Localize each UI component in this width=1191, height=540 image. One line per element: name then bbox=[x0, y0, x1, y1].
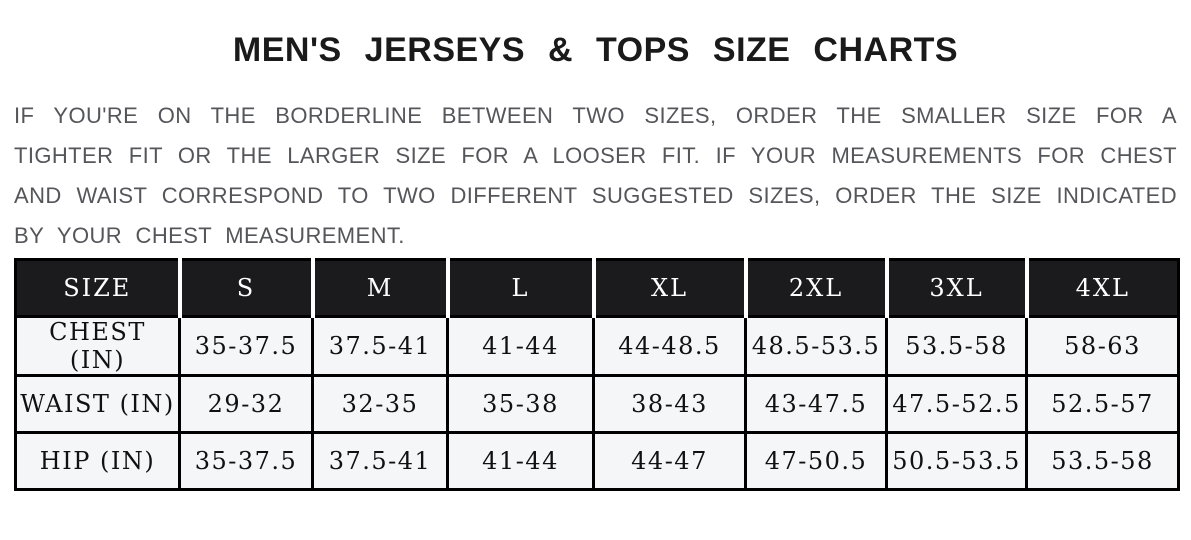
header-cell-4xl: 4XL bbox=[1024, 258, 1180, 318]
size-chart-page: MEN'S JERSEYS & TOPS SIZE CHARTS IF YOU'… bbox=[0, 30, 1191, 491]
table-cell: 35-37.5 bbox=[178, 431, 314, 491]
table-cell: 50.5-53.5 bbox=[885, 431, 1028, 491]
table-cell: 43-47.5 bbox=[744, 374, 888, 434]
intro-line: TIGHTER FIT OR THE LARGER SIZE FOR A LOO… bbox=[14, 143, 1177, 168]
header-cell-3xl: 3XL bbox=[884, 258, 1029, 318]
table-cell: 44-47 bbox=[592, 431, 747, 491]
page-title: MEN'S JERSEYS & TOPS SIZE CHARTS bbox=[232, 31, 959, 69]
size-chart-header-row: SIZE S M L XL 2XL 3XL 4XL bbox=[14, 258, 1180, 318]
intro-line: BY YOUR CHEST MEASUREMENT. bbox=[14, 223, 405, 248]
header-cell-xl: XL bbox=[591, 258, 748, 318]
table-cell: 47.5-52.5 bbox=[885, 374, 1028, 434]
table-cell: 53.5-58 bbox=[1025, 431, 1180, 491]
table-cell: 41-44 bbox=[446, 431, 595, 491]
header-cell-size: SIZE bbox=[14, 258, 182, 318]
header-cell-2xl: 2XL bbox=[743, 258, 889, 318]
table-cell: 48.5-53.5 bbox=[744, 315, 888, 377]
intro-line: IF YOU'RE ON THE BORDERLINE BETWEEN TWO … bbox=[14, 103, 1177, 128]
header-cell-s: S bbox=[177, 258, 315, 318]
table-cell: 44-48.5 bbox=[592, 315, 747, 377]
table-row-hip: HIP (IN) 35-37.5 37.5-41 41-44 44-47 47-… bbox=[14, 431, 1180, 491]
row-label-chest: CHEST (IN) bbox=[14, 315, 181, 377]
intro-line: AND WAIST CORRESPOND TO TWO DIFFERENT SU… bbox=[14, 183, 1177, 208]
table-cell: 35-37.5 bbox=[178, 315, 314, 377]
table-cell: 38-43 bbox=[592, 374, 747, 434]
table-row-chest: CHEST (IN) 35-37.5 37.5-41 41-44 44-48.5… bbox=[14, 315, 1180, 377]
table-cell: 29-32 bbox=[178, 374, 314, 434]
header-cell-l: L bbox=[445, 258, 596, 318]
header-cell-m: M bbox=[310, 258, 450, 318]
table-cell: 32-35 bbox=[311, 374, 449, 434]
table-cell: 58-63 bbox=[1025, 315, 1180, 377]
size-chart-table: SIZE S M L XL 2XL 3XL 4XL CHEST (IN) 35-… bbox=[14, 258, 1180, 491]
row-label-hip: HIP (IN) bbox=[14, 431, 181, 491]
intro-paragraph: IF YOU'RE ON THE BORDERLINE BETWEEN TWO … bbox=[14, 96, 1177, 256]
table-cell: 37.5-41 bbox=[311, 315, 449, 377]
table-cell: 37.5-41 bbox=[311, 431, 449, 491]
table-cell: 52.5-57 bbox=[1025, 374, 1180, 434]
table-cell: 47-50.5 bbox=[744, 431, 888, 491]
table-row-waist: WAIST (IN) 29-32 32-35 35-38 38-43 43-47… bbox=[14, 374, 1180, 434]
table-cell: 41-44 bbox=[446, 315, 595, 377]
table-cell: 53.5-58 bbox=[885, 315, 1028, 377]
row-label-waist: WAIST (IN) bbox=[14, 374, 181, 434]
table-cell: 35-38 bbox=[446, 374, 595, 434]
